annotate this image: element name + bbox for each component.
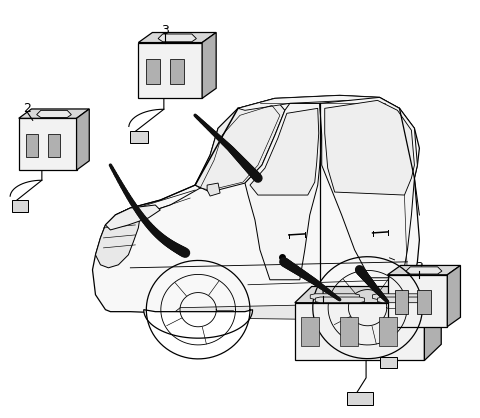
Text: 3: 3 [161, 24, 169, 37]
Polygon shape [195, 98, 285, 192]
Polygon shape [106, 205, 160, 230]
Polygon shape [238, 95, 399, 110]
Polygon shape [76, 109, 89, 170]
Polygon shape [406, 267, 442, 274]
Polygon shape [310, 294, 360, 299]
Polygon shape [146, 59, 160, 84]
Polygon shape [25, 134, 38, 157]
Polygon shape [250, 108, 319, 195]
Polygon shape [158, 34, 196, 42]
Polygon shape [315, 297, 364, 303]
Polygon shape [170, 59, 184, 84]
Polygon shape [36, 110, 72, 117]
Polygon shape [245, 103, 322, 280]
Polygon shape [324, 100, 414, 195]
Polygon shape [320, 97, 418, 278]
Polygon shape [138, 43, 202, 98]
Polygon shape [447, 265, 460, 326]
Polygon shape [131, 131, 148, 143]
Polygon shape [377, 297, 427, 303]
Polygon shape [207, 183, 220, 196]
Polygon shape [19, 109, 89, 118]
Polygon shape [395, 291, 408, 314]
Polygon shape [144, 310, 252, 338]
Polygon shape [48, 134, 60, 157]
Text: 3: 3 [416, 261, 423, 274]
Polygon shape [340, 317, 358, 346]
Polygon shape [310, 308, 425, 336]
Polygon shape [347, 392, 372, 405]
Polygon shape [96, 208, 140, 268]
Polygon shape [372, 294, 421, 299]
Polygon shape [418, 291, 431, 314]
Text: 1: 1 [319, 286, 327, 299]
Polygon shape [138, 33, 216, 43]
Polygon shape [19, 118, 76, 170]
Polygon shape [301, 317, 319, 346]
Polygon shape [295, 286, 441, 303]
Polygon shape [12, 201, 28, 212]
Polygon shape [379, 317, 397, 346]
Polygon shape [424, 286, 441, 360]
Polygon shape [202, 33, 216, 98]
Text: 2: 2 [23, 102, 31, 115]
Polygon shape [387, 265, 460, 275]
Polygon shape [380, 357, 397, 368]
Polygon shape [295, 303, 424, 360]
Polygon shape [387, 275, 447, 326]
Polygon shape [93, 95, 420, 320]
Polygon shape [175, 305, 335, 320]
